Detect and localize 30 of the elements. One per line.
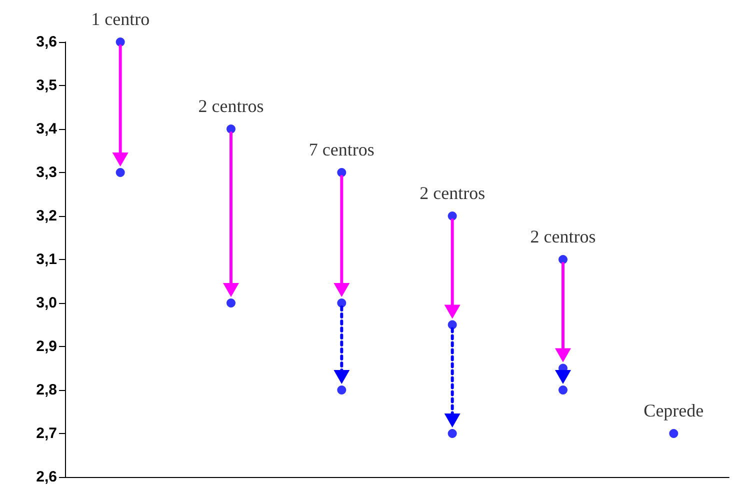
y-tick-label: 2,8 (36, 382, 57, 398)
annotation: Ceprede (644, 400, 704, 420)
y-tick-label: 3,2 (36, 208, 57, 224)
point (226, 124, 236, 134)
text: 1 centro (91, 9, 150, 29)
point (116, 38, 125, 46)
point (669, 429, 678, 438)
annotation: 2 centros (530, 226, 596, 246)
y-tick-label: 2,6 (36, 468, 57, 486)
point (448, 212, 457, 220)
y-tick-label: 3,6 (36, 34, 57, 50)
y-tick-label: 2,7 (36, 425, 57, 442)
point (558, 386, 568, 394)
point (448, 320, 457, 330)
y-tick-label: 3,1 (36, 251, 57, 268)
point (337, 168, 346, 177)
point (448, 429, 457, 438)
point (226, 298, 236, 308)
annotation: 2 centros (420, 183, 486, 203)
y-tick-label: 3,4 (36, 120, 58, 138)
y-tick-label: 3,5 (36, 77, 57, 94)
annotation: 2 centros (198, 96, 264, 116)
annotation: 7 centros (308, 140, 374, 160)
point (558, 255, 568, 264)
y-tick-label: 3,0 (36, 294, 57, 312)
point (337, 298, 346, 308)
point (337, 386, 346, 394)
y-tick-label: 2,9 (36, 338, 57, 355)
point (116, 168, 125, 177)
y-tick-label: 3,3 (36, 164, 57, 181)
